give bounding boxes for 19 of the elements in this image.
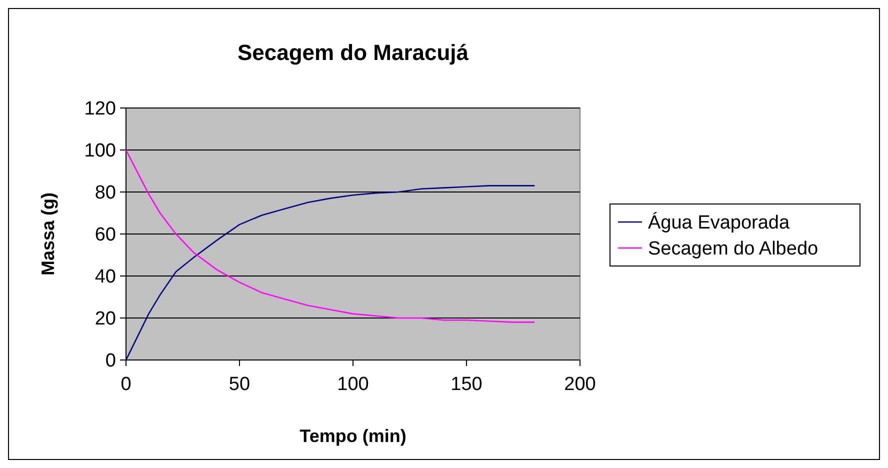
y-tick-label: 0 — [105, 350, 116, 372]
x-tick-label: 200 — [564, 374, 596, 395]
x-axis-title: Tempo (min) — [300, 426, 406, 446]
y-tick-label: 100 — [84, 140, 116, 162]
legend-label: Secagem do Albedo — [648, 238, 818, 260]
y-tick-label: 80 — [94, 182, 116, 204]
line-series — [125, 185, 536, 361]
line-series — [125, 149, 536, 323]
y-tick-label: 120 — [84, 98, 116, 120]
x-tick-label: 100 — [337, 374, 369, 395]
x-tick-label: 50 — [228, 374, 250, 395]
y-axis-title: Massa (g) — [38, 192, 58, 276]
chart-title: Secagem do Maracujá — [237, 40, 470, 65]
y-tick-label: 60 — [94, 224, 116, 246]
x-tick-label: 150 — [450, 374, 482, 395]
x-tick-label: 0 — [120, 374, 132, 395]
y-tick-label: 40 — [94, 266, 116, 288]
y-tick-label: 20 — [94, 308, 116, 330]
legend-label: Água Evaporada — [648, 212, 790, 234]
